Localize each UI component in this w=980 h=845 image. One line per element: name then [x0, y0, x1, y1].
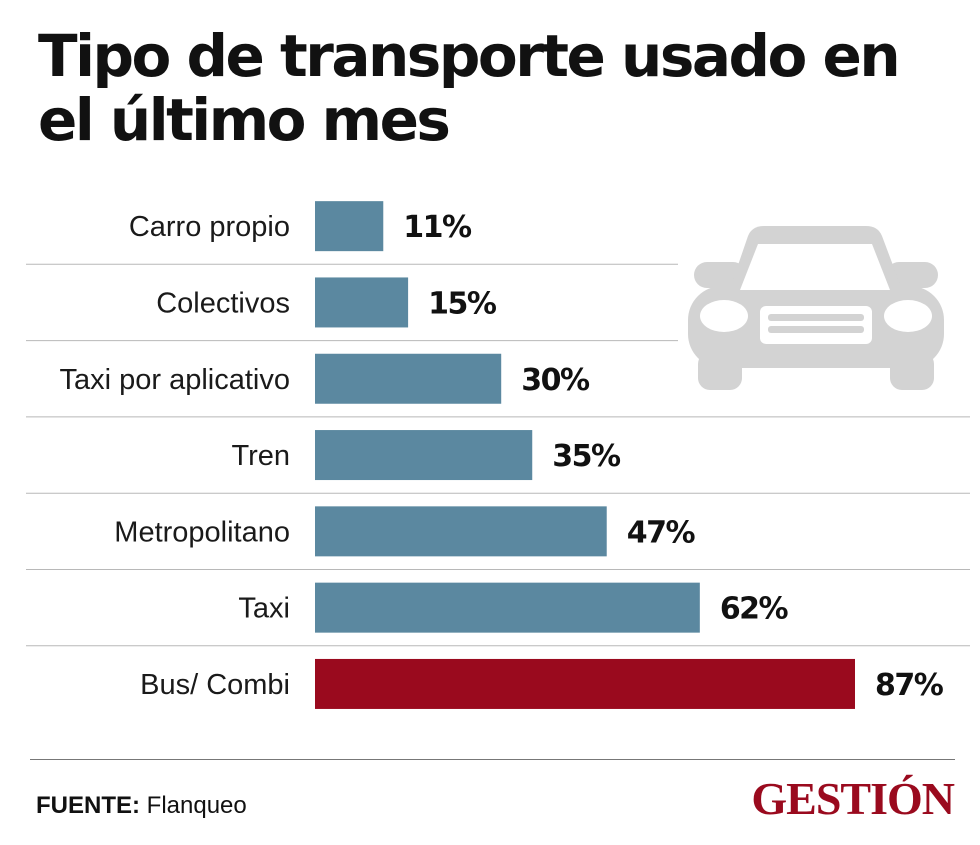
- category-label: Taxi por aplicativo: [60, 364, 291, 396]
- footer-divider: [30, 759, 955, 760]
- source-text: Flanqueo: [146, 792, 247, 819]
- bar: [315, 658, 855, 709]
- source-note: FUENTE: Flanqueo: [36, 792, 247, 820]
- value-label: 87%: [875, 668, 944, 703]
- bar: [315, 277, 409, 328]
- gestion-logo: GESTIÓN: [751, 773, 955, 824]
- category-label: Bus/ Combi: [140, 669, 290, 701]
- value-label: 15%: [428, 286, 497, 321]
- category-label: Metropolitano: [114, 516, 290, 548]
- value-label: 47%: [627, 515, 696, 550]
- bar: [315, 582, 700, 633]
- bar: [315, 353, 502, 404]
- category-label: Tren: [231, 440, 290, 472]
- value-label: 35%: [552, 439, 621, 474]
- value-label: 62%: [720, 592, 789, 627]
- bar: [315, 430, 533, 481]
- category-label: Carro propio: [129, 211, 290, 243]
- source-label: FUENTE:: [36, 792, 140, 819]
- bar: [315, 201, 384, 252]
- value-label: 30%: [521, 363, 590, 398]
- bar: [315, 506, 607, 557]
- category-label: Colectivos: [156, 287, 290, 319]
- category-label: Taxi: [238, 593, 290, 625]
- bar-chart: Carro propio 11% Colectivos 15% Taxi por apl…: [26, 201, 970, 709]
- chart-title: Tipo de transporte usado en el último me…: [38, 22, 901, 154]
- car-icon: [688, 226, 944, 390]
- value-label: 11%: [403, 210, 472, 245]
